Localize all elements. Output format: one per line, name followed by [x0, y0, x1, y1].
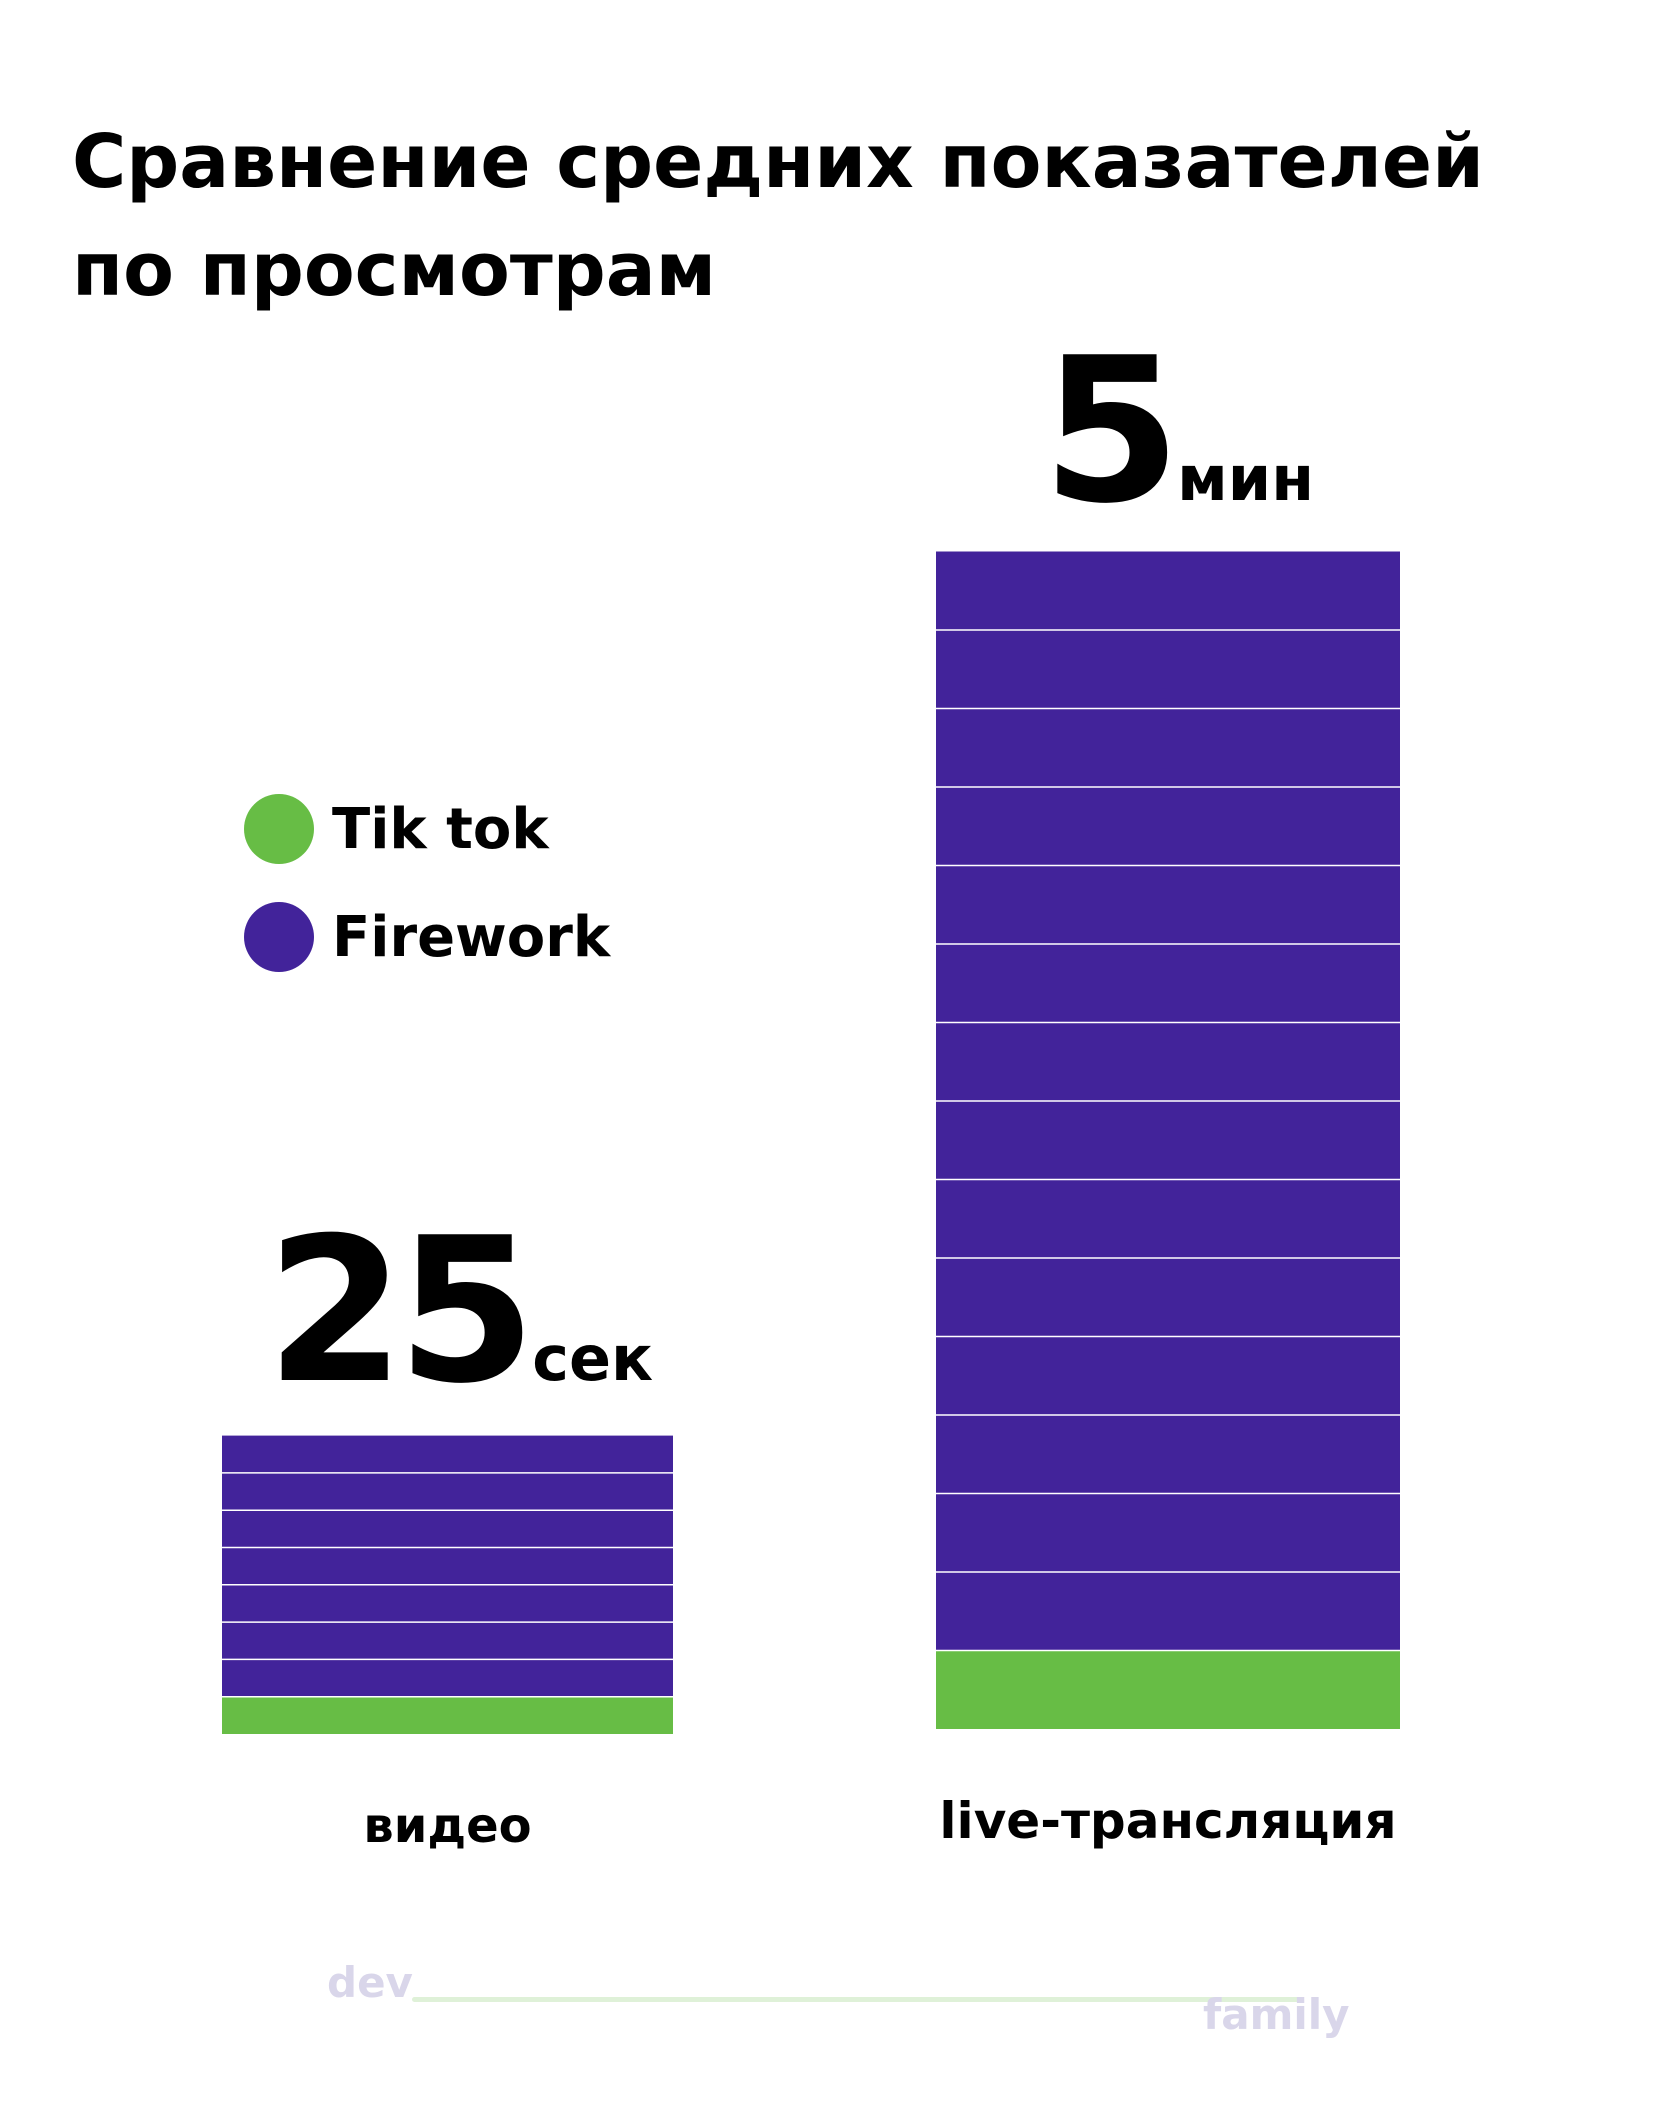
bar-segment-firework-0-4	[222, 1510, 673, 1548]
bar-segment-firework-0-2	[222, 1584, 673, 1623]
legend-swatch-firework	[244, 902, 314, 972]
value-unit-0: сек	[532, 1322, 653, 1395]
bar-segment-tiktok-1-0	[936, 1650, 1400, 1729]
bar-segment-firework-1-11	[936, 708, 1400, 787]
legend-label-tiktok: Tik tok	[332, 796, 549, 862]
title-line-1: Сравнение средних показателей	[72, 119, 1484, 205]
category-label-0: видео	[363, 1798, 531, 1854]
bar-segment-firework-1-9	[936, 865, 1400, 944]
bar-segment-firework-1-13	[936, 551, 1400, 630]
value-number-1: 5	[1042, 315, 1173, 548]
bar-segment-firework-1-8	[936, 944, 1400, 1023]
bar-segment-firework-1-3	[936, 1336, 1400, 1415]
bar-segment-firework-1-12	[936, 630, 1400, 709]
bar-segment-firework-1-2	[936, 1415, 1400, 1494]
value-unit-1: мин	[1177, 442, 1314, 515]
title-line-2: по просмотрам	[72, 227, 717, 313]
value-label-0: 25сек	[266, 1195, 653, 1428]
bar-segment-firework-1-0	[936, 1572, 1400, 1651]
bar-segment-firework-1-6	[936, 1101, 1400, 1180]
bar-segment-firework-1-5	[936, 1179, 1400, 1258]
bar-segment-firework-1-4	[936, 1258, 1400, 1337]
legend-label-firework: Firework	[332, 904, 611, 970]
value-number-0: 25	[266, 1195, 528, 1428]
category-label-1: live-трансляция	[939, 1792, 1396, 1850]
legend: Tik tok Firework	[244, 775, 610, 991]
bar-segment-firework-1-7	[936, 1022, 1400, 1101]
bar-segment-firework-1-1	[936, 1493, 1400, 1572]
bar-segment-firework-0-6	[222, 1435, 673, 1473]
legend-item-firework: Firework	[244, 883, 610, 991]
chart-title: Сравнение средних показателей по просмот…	[72, 108, 1632, 324]
legend-swatch-tiktok	[244, 794, 314, 864]
bar-segment-firework-0-3	[222, 1547, 673, 1585]
legend-item-tiktok: Tik tok	[244, 775, 610, 883]
bar-segment-firework-1-10	[936, 787, 1400, 866]
bar-segment-firework-0-0	[222, 1659, 673, 1697]
bar-segment-firework-0-5	[222, 1472, 673, 1511]
bar-segment-firework-0-1	[222, 1622, 673, 1660]
value-label-1: 5мин	[1042, 315, 1314, 548]
bar-segment-tiktok-0-0	[222, 1696, 673, 1734]
